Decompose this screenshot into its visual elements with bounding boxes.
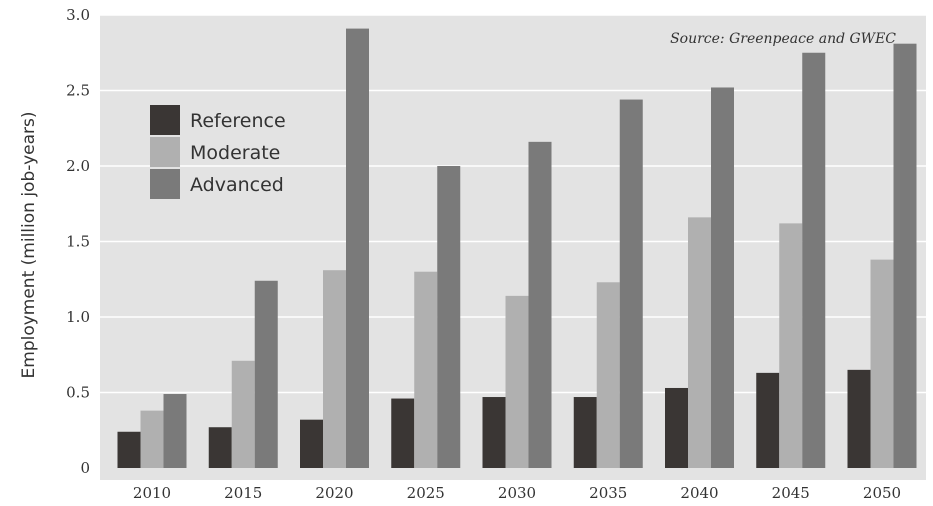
bar-advanced-2040	[711, 87, 734, 468]
y-tick-labels: 0 0.5 1.0 1.5 2.0 2.5 3.0	[66, 6, 90, 477]
bar-moderate-2010	[140, 410, 164, 468]
bar-moderate-2035	[596, 282, 620, 468]
x-tick-label: 2025	[407, 484, 445, 502]
legend-label-reference: Reference	[190, 110, 286, 132]
legend-swatch-moderate	[150, 137, 180, 167]
bar-advanced-2035	[619, 99, 643, 468]
y-tick-label: 1.0	[66, 308, 90, 326]
bar-advanced-2025	[437, 166, 461, 468]
bar-reference-2040	[665, 387, 688, 468]
bars	[117, 28, 917, 469]
x-tick-labels: 2010 2015 2020 2025 2030 2035 2040 2045 2050	[133, 484, 901, 502]
bar-reference-2045	[756, 372, 780, 468]
y-tick-label: 3.0	[66, 6, 90, 24]
y-tick-label: 1.5	[66, 233, 90, 251]
bar-moderate-2030	[505, 295, 529, 468]
y-tick-label: 2.5	[66, 82, 90, 100]
bar-reference-2025	[391, 398, 415, 468]
bar-reference-2020	[300, 419, 323, 468]
x-tick-label: 2020	[315, 484, 353, 502]
x-tick-label: 2050	[863, 484, 901, 502]
bar-moderate-2040	[688, 217, 711, 468]
bar-moderate-2045	[779, 223, 803, 468]
bar-advanced-2020	[346, 28, 369, 469]
x-tick-label: 2045	[772, 484, 810, 502]
source-annotation: Source: Greenpeace and GWEC	[670, 31, 896, 47]
y-tick-label: 0	[80, 459, 90, 477]
bar-reference-2030	[482, 397, 506, 468]
bar-reference-2015	[208, 427, 232, 468]
legend-swatch-advanced	[150, 169, 180, 199]
y-axis-title: Employment (million job-years)	[19, 112, 39, 379]
x-tick-label: 2015	[224, 484, 262, 502]
bar-moderate-2025	[414, 271, 438, 468]
bar-reference-2010	[117, 431, 141, 468]
legend: Reference Moderate Advanced	[150, 105, 286, 199]
y-tick-label: 2.0	[66, 157, 90, 175]
x-tick-label: 2040	[680, 484, 718, 502]
x-tick-label: 2035	[589, 484, 627, 502]
bar-advanced-2010	[163, 394, 187, 468]
legend-label-advanced: Advanced	[190, 174, 284, 196]
bar-reference-2050	[847, 369, 871, 468]
bar-moderate-2020	[323, 270, 346, 468]
bar-advanced-2030	[528, 141, 552, 468]
legend-label-moderate: Moderate	[190, 142, 280, 164]
y-tick-label: 0.5	[66, 384, 90, 402]
bar-reference-2035	[573, 397, 597, 468]
bar-moderate-2050	[870, 259, 894, 468]
bar-advanced-2050	[893, 43, 917, 468]
bar-advanced-2015	[254, 280, 278, 468]
bar-advanced-2045	[802, 52, 826, 468]
x-tick-label: 2030	[498, 484, 536, 502]
legend-swatch-reference	[150, 105, 180, 135]
x-tick-label: 2010	[133, 484, 171, 502]
bar-moderate-2015	[231, 360, 255, 468]
